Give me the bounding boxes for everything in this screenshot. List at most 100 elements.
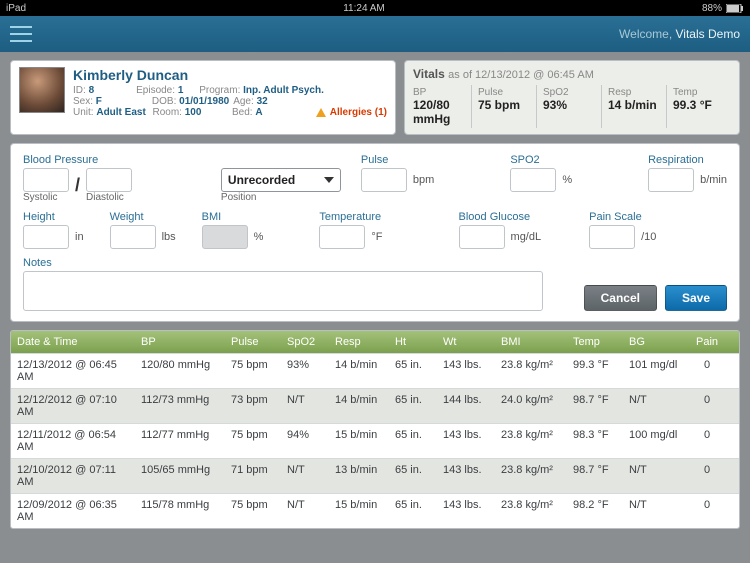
- col-bmi[interactable]: BMI: [495, 331, 567, 353]
- bg-input[interactable]: [459, 225, 505, 249]
- bp-label: Blood Pressure: [23, 154, 195, 166]
- cell-bg: N/T: [623, 459, 687, 493]
- cancel-button[interactable]: Cancel: [584, 285, 657, 311]
- position-label: Position: [221, 192, 341, 203]
- cell-bg: 101 mg/dl: [623, 354, 687, 388]
- pulse-label: Pulse: [361, 154, 434, 166]
- notes-input[interactable]: [23, 271, 543, 311]
- vitals-title: Vitals: [413, 67, 445, 81]
- weight-unit: lbs: [162, 231, 176, 243]
- resp-input[interactable]: [648, 168, 694, 192]
- cell-spo2: N/T: [281, 459, 329, 493]
- col-temp[interactable]: Temp: [567, 331, 623, 353]
- menu-icon[interactable]: [10, 26, 32, 42]
- clock: 11:24 AM: [26, 3, 702, 14]
- col-bg[interactable]: BG: [623, 331, 687, 353]
- cell-temp: 98.7 °F: [567, 459, 623, 493]
- vitals-summary-card: Vitals as of 12/13/2012 @ 06:45 AM BP120…: [404, 60, 740, 135]
- vitals-table: Date & Time BP Pulse SpO2 Resp Ht Wt BMI…: [10, 330, 740, 529]
- cell-ht: 65 in.: [389, 389, 437, 423]
- diastolic-input[interactable]: [86, 168, 132, 192]
- table-row[interactable]: 12/11/2012 @ 06:54 AM112/77 mmHg75 bpm94…: [11, 423, 739, 458]
- table-row[interactable]: 12/13/2012 @ 06:45 AM120/80 mmHg75 bpm93…: [11, 353, 739, 388]
- sex-label: Sex:: [73, 96, 93, 107]
- nav-bar: Welcome, Vitals Demo: [0, 16, 750, 52]
- sum-temp-label: Temp: [673, 87, 725, 98]
- cell-bmi: 24.0 kg/m²: [495, 389, 567, 423]
- systolic-input[interactable]: [23, 168, 69, 192]
- sum-temp-value: 99.3 °F: [673, 98, 725, 112]
- col-wt[interactable]: Wt: [437, 331, 495, 353]
- allergies-link[interactable]: Allergies (1): [312, 107, 388, 118]
- status-bar: iPad 11:24 AM 88%: [0, 0, 750, 16]
- cell-dt: 12/10/2012 @ 07:11 AM: [11, 459, 135, 493]
- dob-value: 01/01/1980: [179, 96, 229, 107]
- table-row[interactable]: 12/10/2012 @ 07:11 AM105/65 mmHg71 bpmN/…: [11, 458, 739, 493]
- cell-resp: 15 b/min: [329, 424, 389, 458]
- unit-label: Unit:: [73, 107, 94, 118]
- episode-label: Episode:: [136, 85, 175, 96]
- dob-label: DOB:: [152, 96, 176, 107]
- warning-icon: [316, 108, 326, 117]
- id-value: 8: [89, 85, 95, 96]
- pain-input[interactable]: [589, 225, 635, 249]
- col-spo2[interactable]: SpO2: [281, 331, 329, 353]
- bmi-label: BMI: [202, 211, 264, 223]
- col-ht[interactable]: Ht: [389, 331, 437, 353]
- bp-slash: /: [75, 175, 80, 196]
- cell-pain: 0: [687, 389, 727, 423]
- col-pulse[interactable]: Pulse: [225, 331, 281, 353]
- table-row[interactable]: 12/12/2012 @ 07:10 AM112/73 mmHg73 bpmN/…: [11, 388, 739, 423]
- cell-resp: 15 b/min: [329, 494, 389, 528]
- cell-spo2: 93%: [281, 354, 329, 388]
- cell-bmi: 23.8 kg/m²: [495, 459, 567, 493]
- user-name: Vitals Demo: [676, 27, 740, 41]
- col-resp[interactable]: Resp: [329, 331, 389, 353]
- cell-dt: 12/11/2012 @ 06:54 AM: [11, 424, 135, 458]
- allergies-label: Allergies (1): [330, 107, 387, 118]
- table-header: Date & Time BP Pulse SpO2 Resp Ht Wt BMI…: [11, 331, 739, 353]
- sum-bp-label: BP: [413, 87, 465, 98]
- sum-spo2-label: SpO2: [543, 87, 595, 98]
- pain-label: Pain Scale: [589, 211, 656, 223]
- episode-value: 1: [178, 85, 184, 96]
- sum-bp-value: 120/80 mmHg: [413, 98, 465, 126]
- cell-pain: 0: [687, 459, 727, 493]
- sum-pulse-label: Pulse: [478, 87, 530, 98]
- weight-label: Weight: [110, 211, 176, 223]
- cell-bp: 105/65 mmHg: [135, 459, 225, 493]
- welcome-label: Welcome,: [619, 27, 672, 41]
- patient-card: Kimberly Duncan ID: 8 Episode: 1 Program…: [10, 60, 396, 135]
- bed-value: A: [255, 107, 262, 118]
- table-row[interactable]: 12/09/2012 @ 06:35 AM115/78 mmHg75 bpmN/…: [11, 493, 739, 528]
- col-pain[interactable]: Pain: [687, 331, 727, 353]
- room-label: Room:: [153, 107, 182, 118]
- save-button[interactable]: Save: [665, 285, 727, 311]
- bed-label: Bed:: [232, 107, 253, 118]
- cell-spo2: 94%: [281, 424, 329, 458]
- cell-pain: 0: [687, 424, 727, 458]
- bg-label: Blood Glucose: [459, 211, 542, 223]
- program-label: Program:: [199, 85, 240, 96]
- cell-dt: 12/13/2012 @ 06:45 AM: [11, 354, 135, 388]
- cell-spo2: N/T: [281, 389, 329, 423]
- sum-resp-value: 14 b/min: [608, 98, 660, 112]
- sum-pulse-value: 75 bpm: [478, 98, 530, 112]
- weight-input[interactable]: [110, 225, 156, 249]
- col-bp[interactable]: BP: [135, 331, 225, 353]
- position-select[interactable]: Unrecorded: [221, 168, 341, 192]
- chevron-down-icon: [324, 177, 334, 183]
- bmi-input: [202, 225, 248, 249]
- height-unit: in: [75, 231, 84, 243]
- spo2-input[interactable]: [510, 168, 556, 192]
- cell-temp: 98.2 °F: [567, 494, 623, 528]
- temp-input[interactable]: [319, 225, 365, 249]
- col-datetime[interactable]: Date & Time: [11, 331, 135, 353]
- battery-icon: [726, 4, 744, 13]
- program-value: Inp. Adult Psych.: [243, 85, 324, 96]
- pulse-input[interactable]: [361, 168, 407, 192]
- cell-wt: 143 lbs.: [437, 424, 495, 458]
- cell-bmi: 23.8 kg/m²: [495, 424, 567, 458]
- cell-bp: 112/73 mmHg: [135, 389, 225, 423]
- height-input[interactable]: [23, 225, 69, 249]
